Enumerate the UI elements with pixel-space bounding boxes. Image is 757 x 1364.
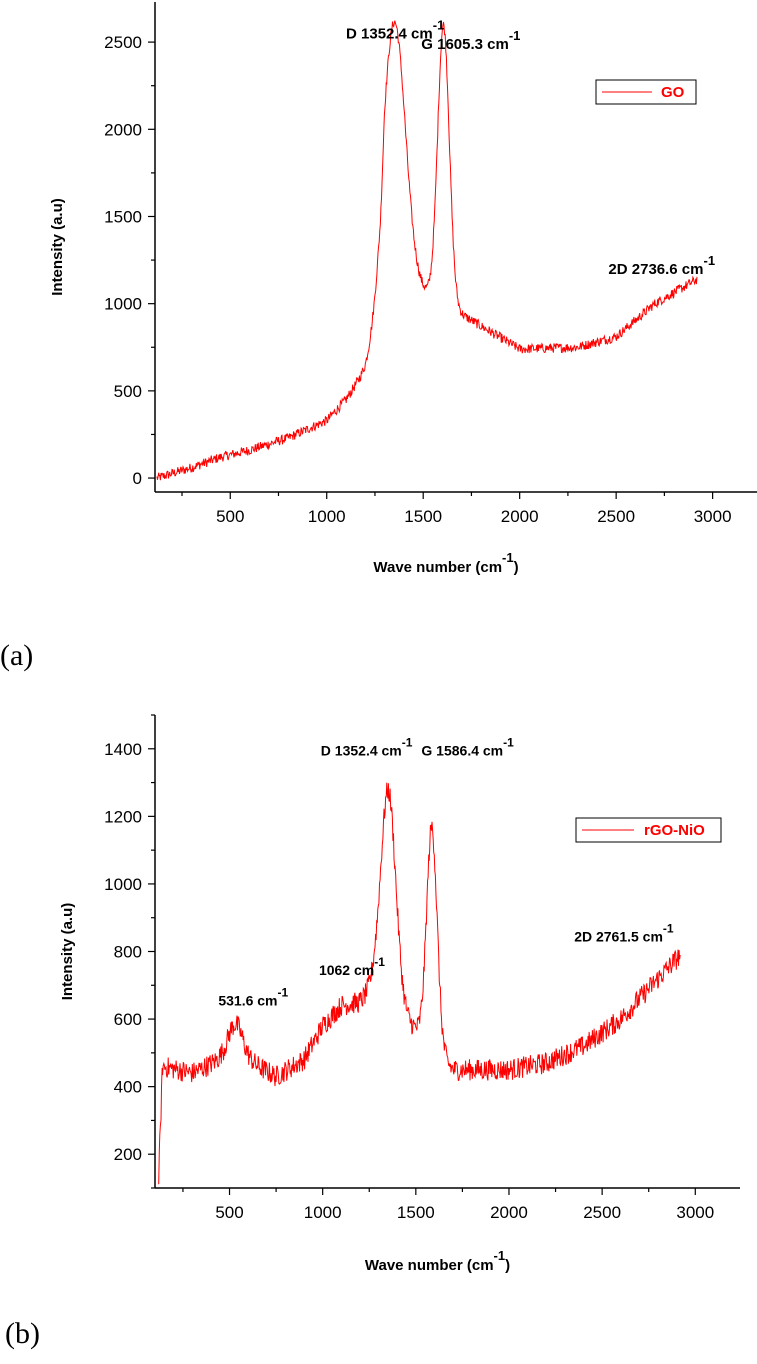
peak-annotation-sup: -1 bbox=[503, 736, 514, 750]
peak-annotation-text: D 1352.4 cm bbox=[346, 26, 433, 43]
x-axis-title-sup: -1 bbox=[494, 1248, 506, 1263]
legend-label: GO bbox=[661, 84, 685, 101]
peak-annotation-text: 531.6 cm bbox=[218, 993, 277, 1009]
y-tick-label: 1000 bbox=[104, 295, 142, 314]
peak-annotation-text: 2D 2736.6 cm bbox=[608, 261, 703, 278]
y-tick-label: 1200 bbox=[104, 807, 142, 826]
chart-panel-a: 500 1000 1500 2000 2500 3000 0 500 1000 1500 2000 2… bbox=[0, 2, 757, 672]
peak-annotation-sup: -1 bbox=[402, 736, 413, 750]
peak-annotation-text: 2D 2761.5 cm bbox=[574, 928, 663, 944]
peak-annotation: 531.6 cm-1 bbox=[218, 986, 288, 1009]
x-tick-label: 3000 bbox=[694, 507, 732, 526]
y-tick-label: 800 bbox=[114, 943, 142, 962]
peak-annotation: D 1352.4 cm-1 bbox=[321, 736, 413, 759]
y-tick-label: 600 bbox=[114, 1010, 142, 1029]
x-tick-label: 500 bbox=[216, 507, 244, 526]
y-tick-label: 2000 bbox=[104, 120, 142, 139]
y-tick-label: 0 bbox=[133, 469, 142, 488]
peak-annotation: 1062 cm-1 bbox=[319, 955, 385, 978]
x-tick-label: 1500 bbox=[404, 507, 442, 526]
x-tick-label: 2500 bbox=[597, 507, 635, 526]
peak-annotation: D 1352.4 cm-1 bbox=[346, 18, 444, 43]
y-tick-label: 1000 bbox=[104, 875, 142, 894]
peak-annotation-sup: -1 bbox=[374, 955, 385, 969]
peak-annotation-text: 1062 cm bbox=[319, 962, 374, 978]
x-tick-label: 3000 bbox=[676, 1203, 714, 1222]
x-tick-label: 1000 bbox=[308, 507, 346, 526]
series-line-rGO-NiO bbox=[158, 782, 681, 1185]
x-axis-title: Wave number (cm-1) bbox=[373, 550, 518, 576]
peak-annotation-text: G 1605.3 cm bbox=[421, 36, 509, 53]
x-tick-label: 1500 bbox=[397, 1203, 435, 1222]
chart-panel-b: 500 1000 1500 2000 2500 3000 200 400 600 800 1000 1… bbox=[5, 714, 740, 1350]
peak-annotation: G 1605.3 cm-1 bbox=[421, 28, 520, 53]
x-axis-title-sup: -1 bbox=[502, 550, 514, 565]
x-axis-title-close: ) bbox=[514, 559, 519, 576]
y-tick-label: 1400 bbox=[104, 740, 142, 759]
y-tick-label: 200 bbox=[114, 1145, 142, 1164]
x-tick-label: 1000 bbox=[304, 1203, 342, 1222]
peak-annotation-sup: -1 bbox=[704, 253, 716, 268]
peak-annotation: 2D 2761.5 cm-1 bbox=[574, 921, 674, 944]
y-axis-title: Intensity (a.u) bbox=[49, 198, 66, 296]
series-line-GO bbox=[156, 20, 698, 481]
x-tick-label: 2000 bbox=[501, 507, 539, 526]
peak-annotation-sup: -1 bbox=[433, 18, 445, 33]
x-tick-label: 500 bbox=[215, 1203, 243, 1222]
x-axis-title-text: Wave number (cm bbox=[373, 559, 502, 576]
y-tick-label: 2500 bbox=[104, 33, 142, 52]
x-tick-label: 2500 bbox=[583, 1203, 621, 1222]
peak-annotation-text: G 1586.4 cm bbox=[421, 743, 503, 759]
y-tick-label: 500 bbox=[114, 382, 142, 401]
panel-label: (a) bbox=[0, 639, 33, 672]
peak-annotation-sup: -1 bbox=[278, 986, 289, 1000]
x-axis-title-close: ) bbox=[505, 1257, 510, 1274]
peak-annotation-text: D 1352.4 cm bbox=[321, 743, 402, 759]
x-tick-label: 2000 bbox=[490, 1203, 528, 1222]
x-axis-title: Wave number (cm-1) bbox=[365, 1248, 510, 1274]
legend-label: rGO-NiO bbox=[644, 822, 705, 839]
y-tick-label: 400 bbox=[114, 1078, 142, 1097]
peak-annotation: G 1586.4 cm-1 bbox=[421, 736, 514, 759]
y-tick-label: 1500 bbox=[104, 207, 142, 226]
x-axis-title-text: Wave number (cm bbox=[365, 1257, 494, 1274]
peak-annotation: 2D 2736.6 cm-1 bbox=[608, 253, 715, 278]
peak-annotation-sup: -1 bbox=[663, 921, 674, 935]
panel-label: (b) bbox=[5, 1317, 40, 1350]
peak-annotation-sup: -1 bbox=[509, 28, 521, 43]
y-axis-title: Intensity (a.u) bbox=[59, 903, 76, 1001]
